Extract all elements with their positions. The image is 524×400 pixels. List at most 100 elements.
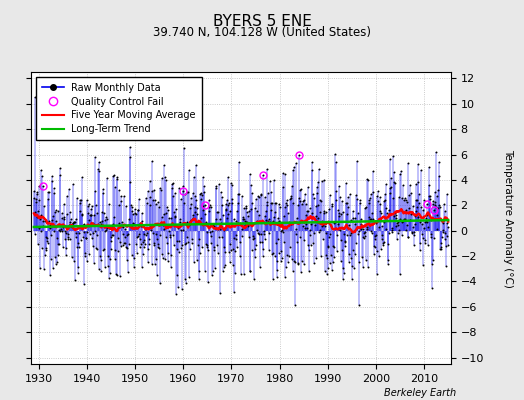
Point bbox=[88, 203, 96, 209]
Point bbox=[115, 202, 124, 208]
Point bbox=[127, 208, 136, 214]
Y-axis label: Temperature Anomaly (°C): Temperature Anomaly (°C) bbox=[503, 148, 513, 288]
Point bbox=[307, 242, 315, 248]
Point bbox=[291, 231, 300, 237]
Point bbox=[58, 209, 66, 216]
Point bbox=[144, 246, 152, 252]
Point bbox=[72, 230, 81, 236]
Point bbox=[119, 242, 127, 248]
Point bbox=[154, 244, 162, 250]
Point bbox=[82, 229, 91, 236]
Point bbox=[187, 217, 195, 224]
Point bbox=[427, 217, 435, 224]
Point bbox=[408, 210, 416, 216]
Point bbox=[83, 258, 91, 265]
Point bbox=[131, 206, 139, 212]
Point bbox=[418, 220, 426, 227]
Point bbox=[378, 222, 387, 229]
Point bbox=[280, 213, 288, 220]
Point bbox=[292, 214, 301, 221]
Point bbox=[174, 224, 182, 231]
Point bbox=[210, 223, 219, 229]
Point bbox=[54, 240, 62, 247]
Point bbox=[50, 209, 59, 216]
Point bbox=[114, 220, 123, 226]
Point bbox=[404, 234, 412, 240]
Point bbox=[296, 234, 304, 240]
Point bbox=[148, 188, 156, 194]
Point bbox=[168, 180, 177, 186]
Point bbox=[69, 181, 77, 187]
Point bbox=[90, 228, 99, 234]
Point bbox=[80, 229, 88, 235]
Point bbox=[139, 236, 148, 243]
Point bbox=[305, 247, 313, 254]
Point bbox=[181, 191, 190, 198]
Point bbox=[31, 199, 40, 205]
Point bbox=[190, 204, 199, 210]
Point bbox=[124, 231, 132, 238]
Point bbox=[237, 233, 246, 240]
Point bbox=[384, 240, 392, 247]
Point bbox=[364, 177, 373, 184]
Point bbox=[292, 226, 300, 232]
Point bbox=[140, 231, 149, 238]
Point bbox=[294, 260, 302, 267]
Point bbox=[199, 173, 208, 180]
Point bbox=[46, 272, 54, 278]
Point bbox=[282, 251, 291, 258]
Point bbox=[325, 206, 333, 212]
Point bbox=[362, 203, 370, 210]
Point bbox=[420, 219, 429, 226]
Point bbox=[248, 247, 257, 254]
Point bbox=[65, 222, 73, 228]
Point bbox=[201, 268, 210, 274]
Point bbox=[214, 226, 222, 232]
Point bbox=[398, 231, 406, 238]
Point bbox=[139, 239, 147, 246]
Point bbox=[325, 234, 333, 240]
Point bbox=[171, 190, 179, 196]
Point bbox=[369, 188, 378, 195]
Point bbox=[144, 259, 152, 266]
Point bbox=[412, 197, 420, 203]
Point bbox=[159, 255, 167, 261]
Point bbox=[204, 247, 212, 254]
Point bbox=[126, 144, 134, 150]
Point bbox=[184, 166, 193, 173]
Point bbox=[38, 223, 47, 230]
Point bbox=[316, 209, 324, 216]
Point bbox=[274, 214, 282, 221]
Point bbox=[225, 200, 233, 206]
Point bbox=[424, 193, 433, 199]
Point bbox=[407, 190, 416, 196]
Point bbox=[216, 220, 225, 226]
Point bbox=[52, 259, 61, 265]
Point bbox=[168, 184, 176, 191]
Point bbox=[343, 200, 351, 206]
Point bbox=[101, 217, 109, 224]
Point bbox=[217, 189, 225, 195]
Point bbox=[245, 208, 253, 214]
Point bbox=[93, 209, 101, 216]
Point bbox=[34, 191, 42, 197]
Point bbox=[271, 200, 280, 206]
Point bbox=[35, 224, 43, 231]
Point bbox=[397, 168, 405, 174]
Point bbox=[320, 177, 329, 183]
Point bbox=[257, 192, 265, 198]
Point bbox=[377, 209, 385, 216]
Point bbox=[223, 197, 232, 204]
Point bbox=[341, 239, 349, 245]
Point bbox=[422, 214, 430, 221]
Point bbox=[444, 242, 452, 248]
Point bbox=[116, 243, 125, 250]
Point bbox=[70, 218, 78, 225]
Point bbox=[386, 185, 394, 192]
Point bbox=[102, 226, 110, 233]
Point bbox=[332, 158, 341, 165]
Point bbox=[360, 230, 368, 236]
Point bbox=[299, 198, 307, 204]
Point bbox=[389, 178, 398, 185]
Point bbox=[253, 208, 261, 214]
